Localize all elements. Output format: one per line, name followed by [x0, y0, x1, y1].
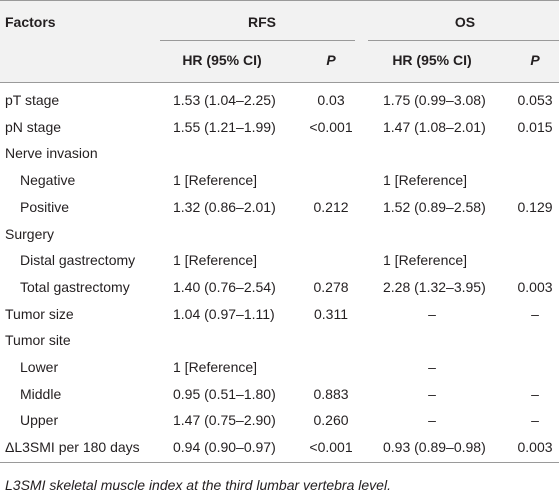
rfs-hr-cell: 1 [Reference]	[173, 252, 258, 269]
rfs-hr-cell: 1.32 (0.86–2.01)	[173, 198, 276, 215]
os-hr-cell: 1 [Reference]	[383, 252, 468, 269]
os-p-cell: 0.003	[517, 278, 553, 295]
rule-top	[0, 0, 559, 1]
os-p-cell: 0.053	[517, 92, 553, 108]
header-background	[0, 0, 559, 82]
subheader-hr: HR (95% CI)	[392, 52, 472, 68]
os-p-cell: –	[531, 305, 539, 322]
os-hr-cell: –	[428, 359, 436, 375]
rfs-hr-cell: 1.04 (0.97–1.11)	[173, 305, 275, 322]
rule-header	[0, 82, 559, 83]
factor-cell: Surgery	[5, 225, 55, 242]
factor-cell: Tumor site	[5, 332, 71, 349]
factor-cell: Negative	[20, 172, 76, 189]
os-hr-cell: –	[428, 305, 436, 322]
factor-cell: Positive	[20, 198, 70, 215]
factor-cell: Nerve invasion	[5, 145, 98, 162]
rfs-hr-cell: 1.53 (1.04–2.25)	[173, 92, 276, 108]
os-hr-cell: 1.47 (1.08–2.01)	[383, 118, 486, 135]
rfs-p-cell: 0.212	[313, 198, 349, 215]
rule-os	[368, 40, 559, 41]
os-hr-cell: 1.52 (0.89–2.58)	[383, 198, 486, 215]
rfs-p-cell: 0.883	[313, 385, 349, 402]
factor-cell: Lower	[20, 359, 59, 375]
rfs-hr-cell: 1.55 (1.21–1.99)	[173, 118, 276, 135]
header-os: OS	[454, 14, 476, 30]
factor-cell: Middle	[20, 385, 62, 402]
os-p-cell: –	[531, 385, 539, 402]
os-p-cell: 0.003	[517, 439, 553, 456]
os-hr-cell: 2.28 (1.32–3.95)	[383, 278, 486, 295]
os-hr-cell: –	[428, 385, 436, 402]
factor-cell: pT stage	[5, 92, 60, 108]
factor-cell: Distal gastrectomy	[20, 252, 136, 269]
os-p-cell: 0.129	[517, 198, 553, 215]
rule-rfs	[160, 40, 355, 41]
header-rfs: RFS	[248, 14, 276, 30]
os-hr-cell: 1 [Reference]	[383, 172, 468, 189]
rfs-p-cell: <0.001	[309, 439, 353, 456]
rfs-hr-cell: 0.95 (0.51–1.80)	[173, 385, 276, 402]
os-hr-cell: 0.93 (0.89–0.98)	[383, 439, 486, 456]
os-p-cell: –	[531, 412, 539, 429]
rfs-p-cell: <0.001	[309, 118, 353, 135]
os-hr-cell: –	[428, 412, 436, 429]
footnote: L3SMI skeletal muscle index at the third…	[5, 477, 391, 493]
header-factors: Factors	[5, 14, 56, 30]
os-hr-cell: 1.75 (0.99–3.08)	[383, 92, 486, 108]
factor-cell: pN stage	[5, 118, 62, 135]
rfs-hr-cell: 1 [Reference]	[173, 359, 258, 375]
factor-cell: Total gastrectomy	[20, 278, 130, 295]
os-p-cell: 0.015	[517, 118, 553, 135]
rfs-hr-cell: 0.94 (0.90–0.97)	[173, 439, 276, 456]
rfs-hr-cell: 1.40 (0.76–2.54)	[173, 278, 276, 295]
rfs-p-cell: 0.311	[314, 305, 348, 322]
rfs-p-cell: 0.278	[313, 278, 349, 295]
subheader-p: P	[530, 52, 540, 68]
factor-cell: Tumor size	[5, 305, 74, 322]
subheader-hr: HR (95% CI)	[182, 52, 262, 68]
rfs-hr-cell: 1 [Reference]	[173, 172, 258, 189]
rfs-hr-cell: 1.47 (0.75–2.90)	[173, 412, 276, 429]
rfs-p-cell: 0.03	[317, 92, 345, 108]
subheader-p: P	[326, 52, 336, 68]
factor-cell: ΔL3SMI per 180 days	[5, 439, 140, 456]
factor-cell: Upper	[20, 412, 59, 429]
rfs-p-cell: 0.260	[313, 412, 349, 429]
rule-bottom	[0, 462, 559, 463]
